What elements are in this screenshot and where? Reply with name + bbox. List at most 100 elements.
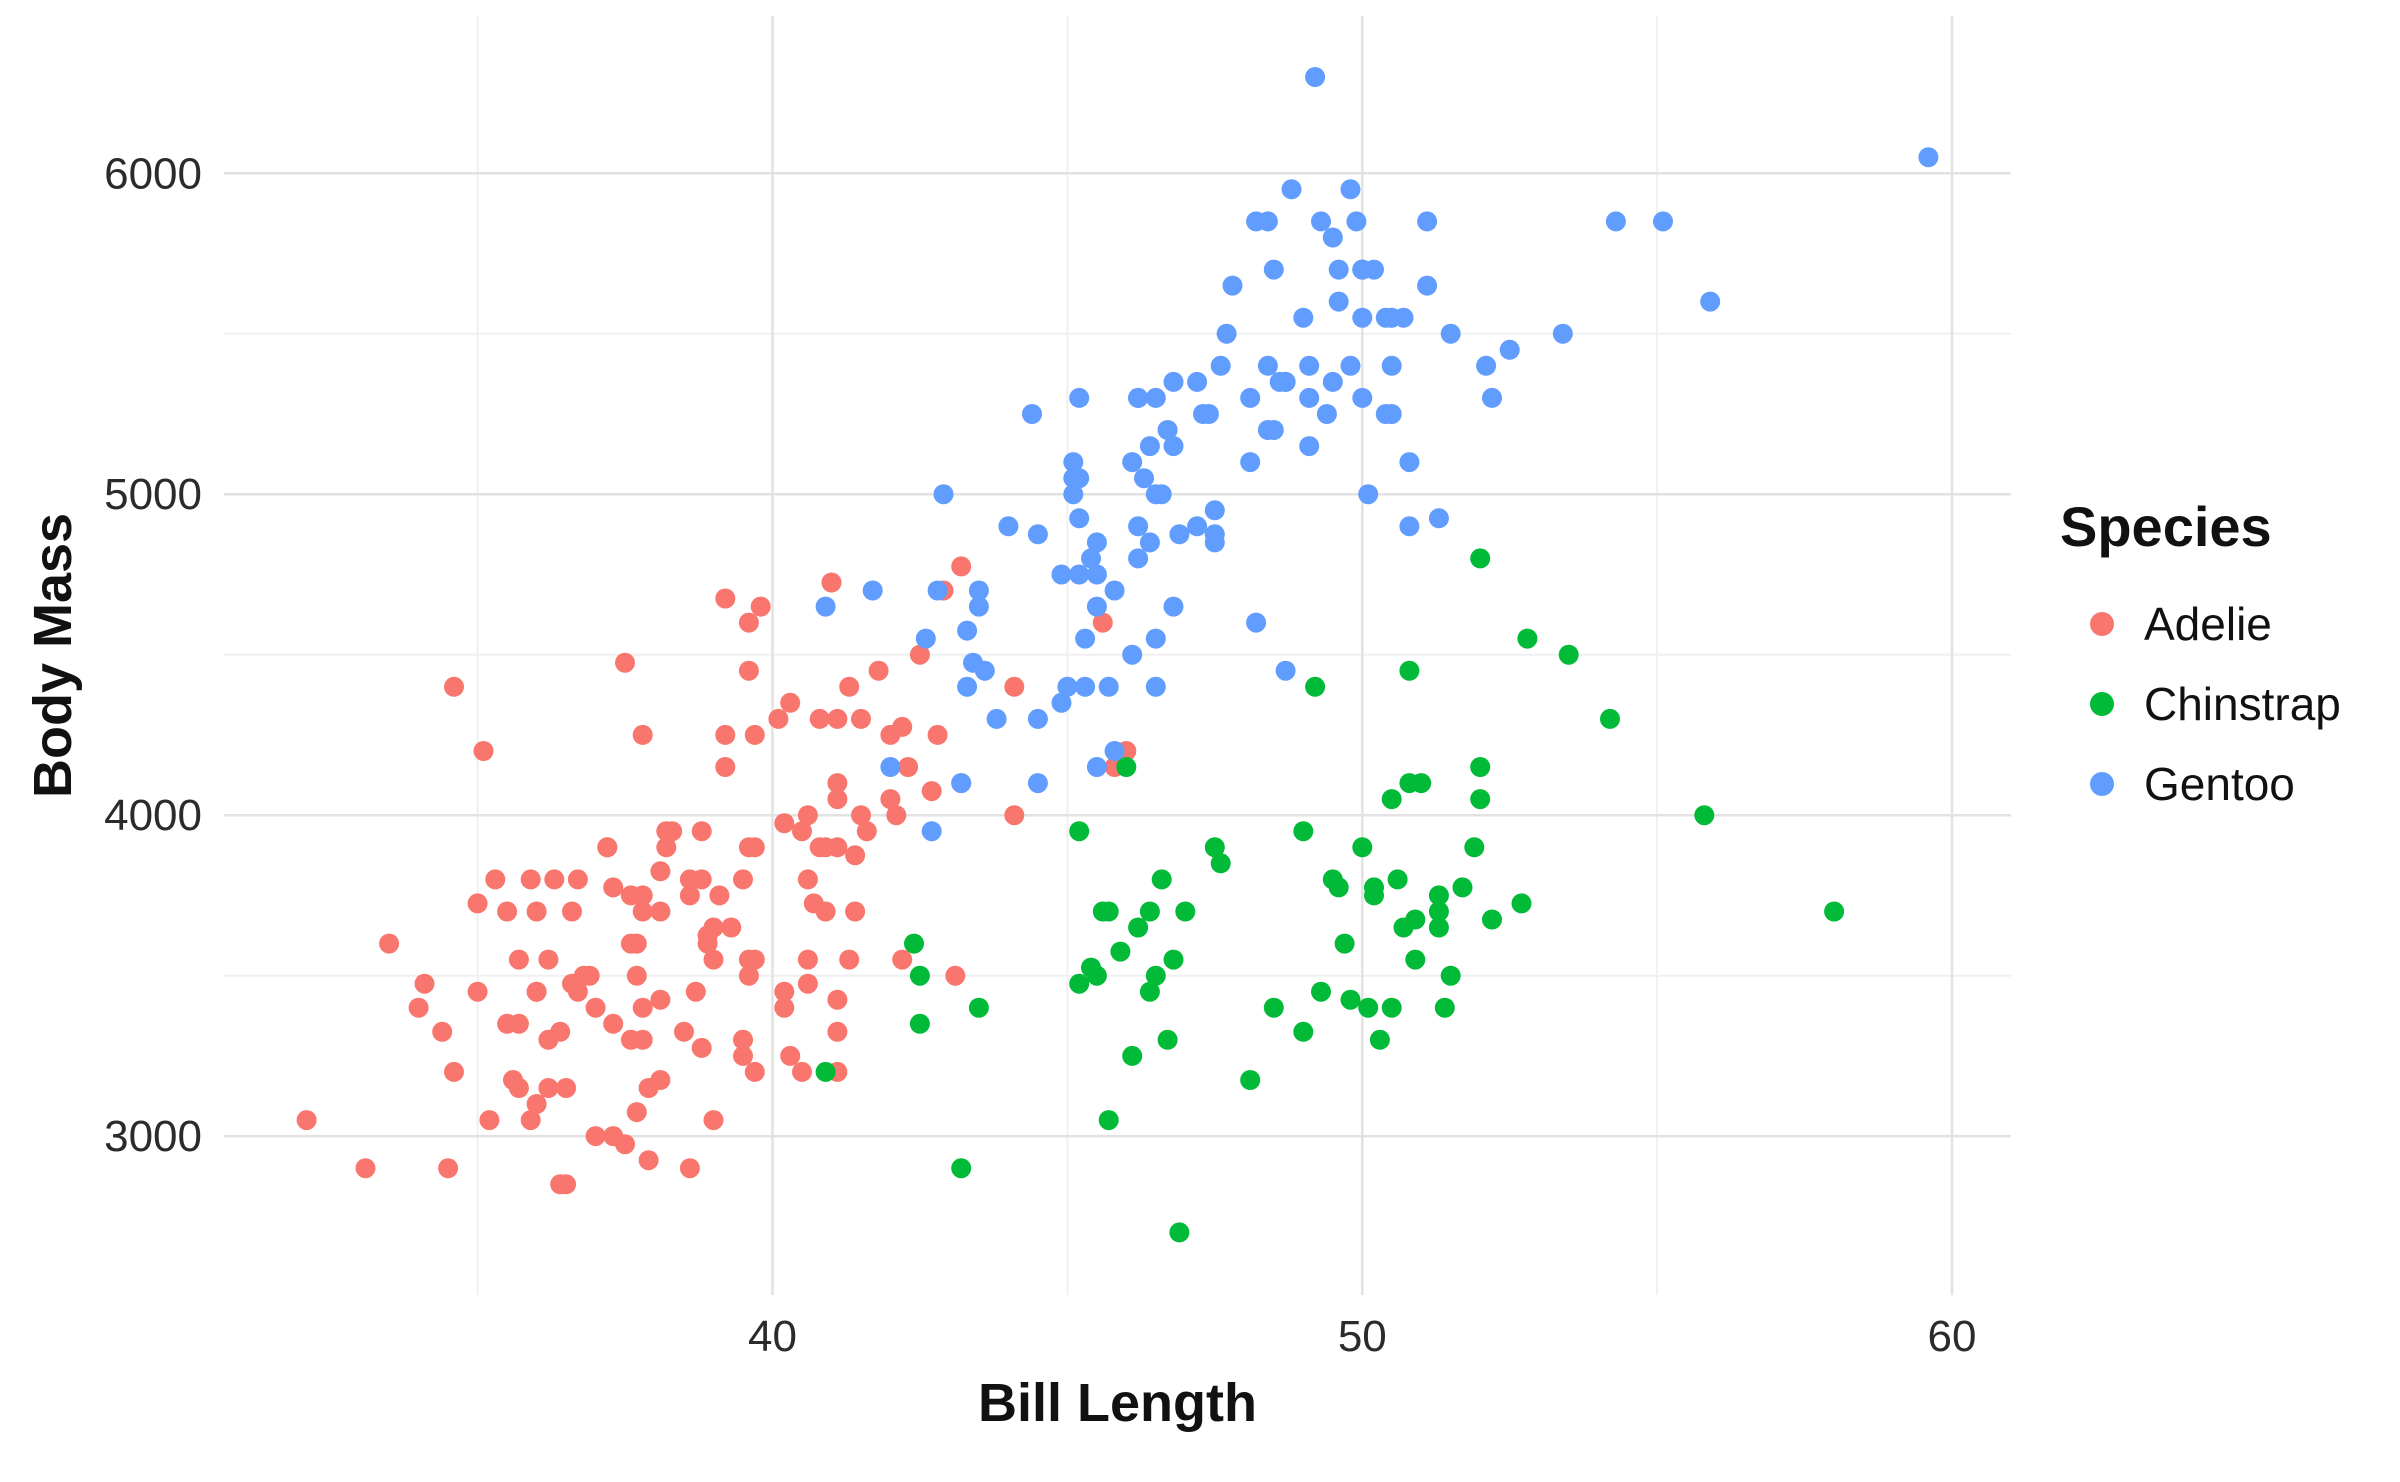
point-adelie	[774, 813, 795, 834]
point-adelie	[845, 901, 866, 922]
point-gentoo	[1128, 387, 1149, 408]
legend-label-chinstrap: Chinstrap	[2144, 678, 2341, 730]
point-gentoo	[933, 484, 954, 505]
point-adelie	[827, 989, 848, 1010]
point-gentoo	[1352, 387, 1373, 408]
point-gentoo	[1352, 307, 1373, 328]
point-gentoo	[963, 652, 983, 673]
point-gentoo	[1381, 307, 1402, 328]
point-adelie	[738, 612, 759, 633]
point-adelie	[562, 973, 582, 994]
point-adelie	[585, 1126, 606, 1147]
point-adelie	[886, 805, 907, 826]
point-adelie	[526, 981, 547, 1002]
point-chinstrap	[968, 997, 989, 1018]
point-chinstrap	[1517, 628, 1538, 649]
point-adelie	[656, 837, 677, 858]
point-gentoo	[1240, 387, 1261, 408]
point-chinstrap	[1139, 901, 1160, 922]
point-chinstrap	[1387, 869, 1408, 890]
point-gentoo	[1358, 484, 1379, 505]
point-adelie	[951, 556, 972, 577]
point-adelie	[497, 901, 518, 922]
point-adelie	[909, 644, 930, 665]
point-chinstrap	[1240, 1070, 1261, 1090]
point-adelie	[526, 901, 547, 922]
point-gentoo	[968, 596, 989, 617]
point-gentoo	[1145, 676, 1166, 697]
point-adelie	[792, 1061, 812, 1082]
point-gentoo	[921, 821, 942, 842]
point-gentoo	[1128, 516, 1149, 537]
point-gentoo	[1240, 452, 1261, 473]
point-chinstrap	[1511, 893, 1532, 914]
point-gentoo	[968, 580, 989, 601]
point-adelie	[898, 757, 919, 777]
point-adelie	[538, 1029, 559, 1050]
point-adelie	[526, 1094, 547, 1114]
point-gentoo	[1027, 524, 1048, 545]
point-adelie	[632, 997, 653, 1018]
legend-label-gentoo: Gentoo	[2144, 758, 2295, 810]
point-gentoo	[1417, 275, 1438, 296]
point-adelie	[620, 933, 641, 954]
point-adelie	[715, 757, 736, 777]
point-adelie	[691, 1037, 712, 1058]
point-adelie	[715, 588, 736, 609]
point-adelie	[709, 885, 730, 906]
point-adelie	[750, 596, 771, 617]
legend-swatch-chinstrap	[2090, 692, 2114, 716]
point-chinstrap	[1139, 981, 1160, 1002]
point-adelie	[797, 949, 818, 970]
point-gentoo	[1069, 468, 1090, 489]
point-adelie	[827, 837, 848, 858]
point-adelie	[632, 901, 653, 922]
point-gentoo	[1399, 452, 1420, 473]
point-adelie	[809, 708, 830, 729]
point-chinstrap	[951, 1158, 972, 1179]
point-adelie	[520, 869, 541, 890]
point-chinstrap	[1086, 965, 1107, 986]
point-chinstrap	[1263, 997, 1284, 1018]
point-adelie	[538, 949, 559, 970]
point-adelie	[697, 933, 718, 954]
point-chinstrap	[1175, 901, 1196, 922]
point-gentoo	[1364, 259, 1384, 280]
point-adelie	[809, 837, 830, 858]
point-gentoo	[1163, 596, 1184, 617]
point-adelie	[715, 724, 736, 745]
point-gentoo	[1198, 404, 1219, 424]
point-adelie	[473, 741, 494, 761]
point-adelie	[685, 981, 706, 1002]
point-gentoo	[1145, 484, 1166, 505]
point-adelie	[921, 781, 942, 802]
point-adelie	[827, 1021, 848, 1042]
point-adelie	[827, 789, 848, 810]
point-adelie	[945, 965, 966, 986]
point-adelie	[562, 901, 582, 922]
point-gentoo	[1104, 741, 1125, 761]
point-adelie	[597, 837, 618, 858]
point-adelie	[632, 724, 653, 745]
point-gentoo	[951, 773, 972, 794]
point-adelie	[827, 708, 848, 729]
point-chinstrap	[1128, 917, 1149, 938]
point-adelie	[744, 724, 765, 745]
point-adelie	[379, 933, 400, 954]
point-chinstrap	[1694, 805, 1715, 826]
point-gentoo	[1263, 259, 1284, 280]
point-adelie	[868, 660, 889, 681]
point-gentoo	[1051, 564, 1072, 585]
point-chinstrap	[1470, 548, 1491, 569]
point-adelie	[738, 837, 759, 858]
point-adelie	[797, 869, 818, 890]
point-adelie	[544, 869, 565, 890]
point-gentoo	[986, 708, 1007, 729]
point-adelie	[691, 869, 712, 890]
point-adelie	[780, 692, 801, 713]
point-adelie	[821, 572, 842, 593]
point-adelie	[691, 821, 712, 842]
legend-item-gentoo: Gentoo	[2060, 744, 2341, 824]
point-gentoo	[1476, 355, 1497, 376]
point-gentoo	[1375, 404, 1396, 424]
